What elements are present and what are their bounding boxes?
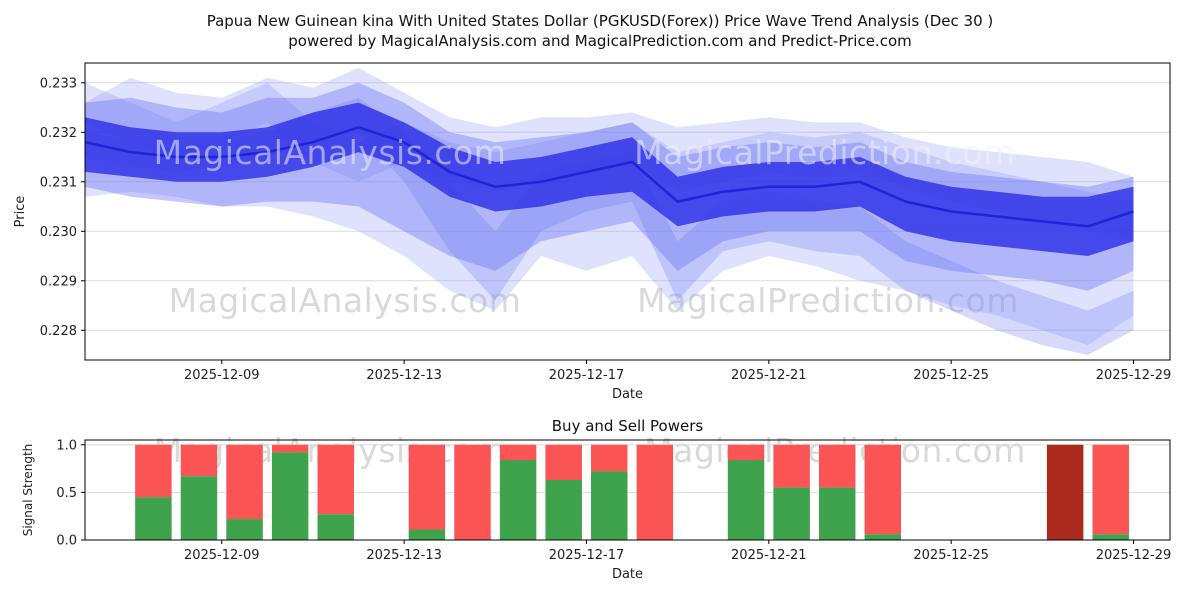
- price-band-wave1: [85, 97, 1134, 355]
- price-ytick-label: 0.228: [40, 324, 77, 339]
- sell-bar: [317, 444, 354, 515]
- signal-chart-title: Buy and Sell Powers: [551, 417, 704, 435]
- price-xtick-label: 2025-12-21: [731, 368, 807, 383]
- sell-bar: [226, 444, 263, 520]
- signal-ytick-label: 0.5: [56, 486, 77, 501]
- sell-bar: [454, 444, 491, 540]
- price-mean-line: [84, 126, 1134, 228]
- price-xtick-label: 2025-12-25: [913, 368, 989, 383]
- signal-ytick-label: 1.0: [56, 438, 77, 453]
- signal-yaxis-label: Signal Strength: [21, 444, 35, 537]
- signal-xaxis-label: Date: [612, 567, 643, 582]
- buy-bar: [408, 529, 446, 540]
- price-plot-border: [84, 62, 1171, 361]
- buy-bar: [727, 460, 765, 540]
- buy-bar: [773, 487, 810, 540]
- price-xtick-label: 2025-12-13: [366, 368, 442, 383]
- price-ytick-label: 0.233: [40, 76, 77, 91]
- sell-bar: [408, 444, 446, 530]
- figure-title: Papua New Guinean kina With United State…: [206, 12, 994, 30]
- price-ytick-label: 0.232: [40, 126, 77, 141]
- buy-bar: [226, 519, 263, 540]
- buy-bar: [818, 487, 856, 540]
- price-band-core: [85, 102, 1134, 256]
- sell-bar: [545, 444, 582, 480]
- buy-bar: [499, 460, 537, 540]
- figure-subtitle: powered by MagicalAnalysis.com and Magic…: [288, 32, 912, 50]
- sell-bar: [1092, 444, 1129, 535]
- watermark-analysis: MagicalAnalysis.com: [153, 133, 507, 172]
- signal-xtick-label: 2025-12-13: [366, 548, 442, 563]
- watermark-prediction: MagicalPrediction.com: [634, 133, 1016, 172]
- price-ytick-label: 0.229: [40, 274, 77, 289]
- price-ytick-label: 0.230: [40, 225, 77, 240]
- sell-bar: [499, 444, 537, 460]
- buy-bar: [271, 452, 309, 540]
- price-xtick-label: 2025-12-09: [184, 368, 260, 383]
- sell-bar: [818, 444, 856, 488]
- watermark-analysis: MagicalAnalysis.com: [168, 281, 522, 320]
- watermark-prediction: MagicalPrediction.com: [637, 281, 1019, 320]
- sell-bar: [1046, 444, 1084, 540]
- sell-bar: [271, 444, 309, 453]
- price-yaxis-label: Price: [13, 196, 28, 228]
- buy-bar: [545, 480, 582, 540]
- signal-xtick-label: 2025-12-29: [1096, 548, 1172, 563]
- signal-plot-border: [84, 439, 1171, 541]
- price-ytick-label: 0.231: [40, 175, 77, 190]
- signal-xtick-label: 2025-12-09: [184, 548, 260, 563]
- buy-bar: [1092, 534, 1129, 540]
- price-xaxis-label: Date: [612, 387, 643, 402]
- sell-bar: [636, 444, 674, 540]
- price-xtick-label: 2025-12-17: [549, 368, 625, 383]
- sell-bar: [864, 444, 902, 535]
- signal-xtick-label: 2025-12-17: [549, 548, 625, 563]
- sell-bar: [591, 444, 628, 472]
- signal-xtick-label: 2025-12-21: [731, 548, 807, 563]
- price-xtick-label: 2025-12-29: [1096, 368, 1172, 383]
- buy-bar: [135, 497, 172, 540]
- signal-ytick-label: 0.0: [56, 534, 77, 549]
- buy-bar: [317, 514, 354, 540]
- sell-bar: [773, 444, 810, 488]
- sell-bar: [180, 444, 218, 477]
- buy-bar: [180, 476, 218, 540]
- signal-xtick-label: 2025-12-25: [913, 548, 989, 563]
- buy-bar: [591, 471, 628, 540]
- buy-bar: [864, 534, 902, 540]
- sell-bar: [727, 444, 765, 460]
- sell-bar: [135, 444, 172, 498]
